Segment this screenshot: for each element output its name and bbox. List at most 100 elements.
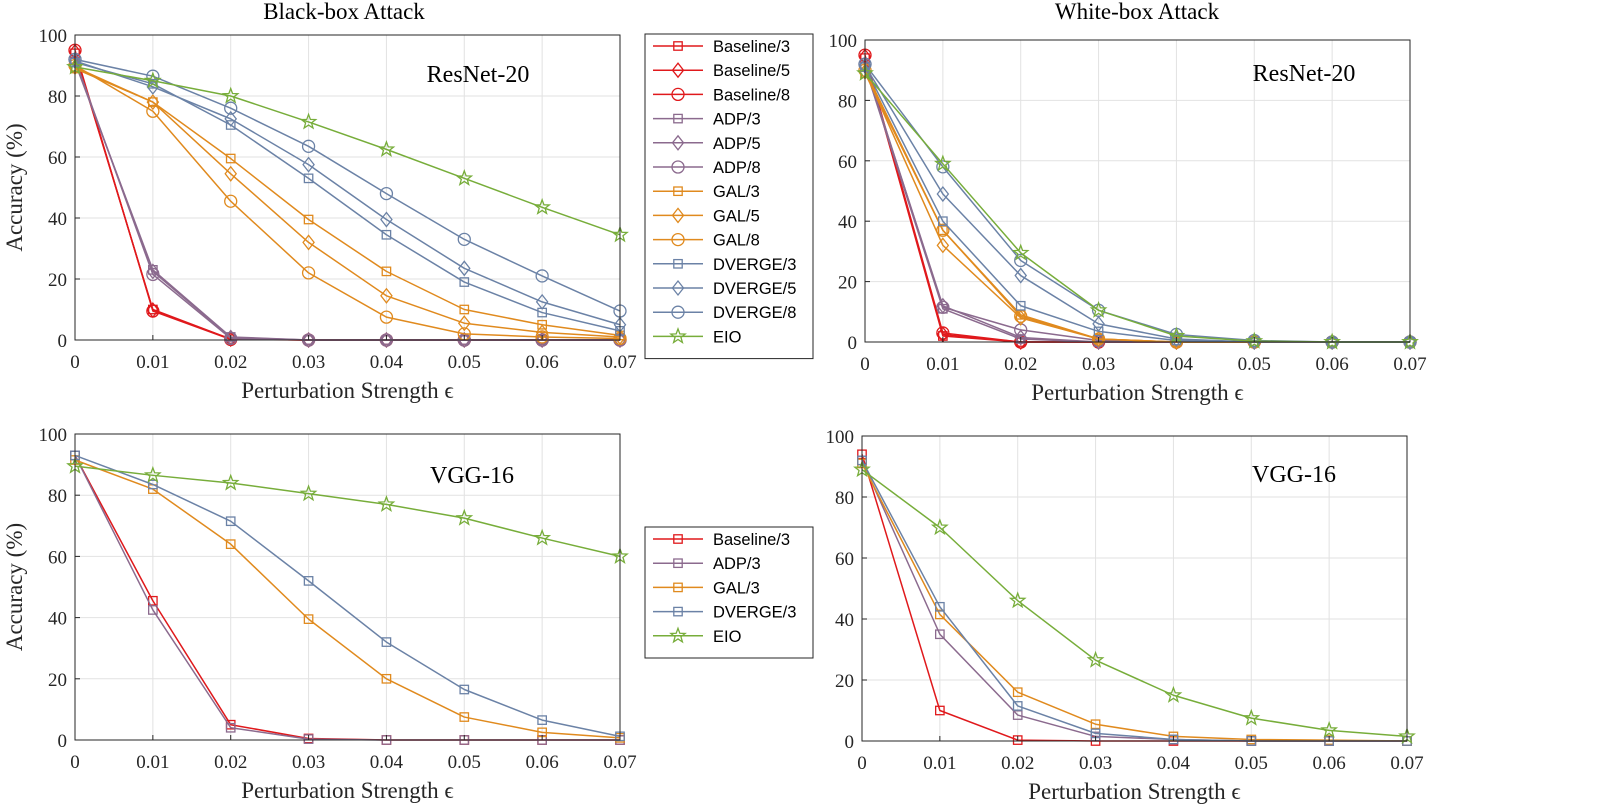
data-point <box>1011 243 1030 261</box>
data-point <box>302 234 315 251</box>
series-eio <box>853 460 1416 745</box>
data-point <box>377 139 396 157</box>
data-point <box>1012 710 1023 720</box>
y-tick-label: 20 <box>835 671 854 692</box>
plot-area <box>75 434 620 740</box>
data-point <box>1245 331 1264 349</box>
series-dverge-5 <box>68 52 627 333</box>
series-line <box>861 463 1408 742</box>
data-point <box>303 734 314 744</box>
data-point <box>380 287 393 304</box>
series-line <box>74 66 621 338</box>
data-point <box>1008 591 1027 609</box>
legend-top: Baseline/3 Baseline/5 Baseline/8 ADP/3 ADP/5… <box>644 33 814 360</box>
data-point <box>933 154 952 172</box>
series-line <box>74 66 621 236</box>
x-tick-label: 0.03 <box>292 752 325 773</box>
data-point <box>938 225 948 236</box>
legend-bottom: Baseline/3 ADP/3 GAL/3 DVERGE/3 EIO <box>644 526 814 659</box>
data-point <box>221 86 240 104</box>
data-point <box>1323 332 1342 350</box>
x-axis-label: Perturbation Strength ϵ <box>241 778 453 803</box>
data-point <box>459 277 470 287</box>
data-point <box>1086 650 1105 668</box>
y-tick-label: 80 <box>838 91 857 112</box>
y-tick-label: 80 <box>48 486 67 507</box>
series-line <box>74 465 621 558</box>
model-label: ResNet-20 <box>427 62 530 88</box>
legend-label: ADP/8 <box>713 159 761 177</box>
x-tick-label: 0.01 <box>136 352 169 373</box>
x-tick-label: 0.06 <box>526 352 559 373</box>
legend-entry: GAL/3 <box>653 183 760 201</box>
data-point <box>224 101 238 115</box>
data-point <box>148 605 158 615</box>
series-line <box>74 459 621 739</box>
x-tick-label: 0.07 <box>603 752 636 773</box>
model-label: VGG-16 <box>430 463 514 489</box>
y-tick-label: 40 <box>48 609 67 630</box>
series-dverge-8 <box>68 52 627 318</box>
data-point <box>380 331 393 349</box>
legend-marker <box>671 160 685 174</box>
data-point <box>1164 685 1183 703</box>
y-tick-label: 100 <box>39 425 68 446</box>
data-point <box>224 331 238 346</box>
data-point <box>935 601 945 612</box>
data-point <box>225 516 236 527</box>
legend-marker <box>673 582 683 593</box>
legend-marker <box>673 534 683 544</box>
x-tick-label: 0.01 <box>926 354 959 375</box>
data-point <box>1091 332 1106 346</box>
panel-title: Black-box Attack <box>263 0 425 24</box>
data-point <box>225 120 236 130</box>
x-tick-label: 0.01 <box>136 752 169 773</box>
data-point <box>221 473 240 491</box>
data-point <box>533 528 552 546</box>
x-tick-label: 0.05 <box>1235 753 1268 774</box>
legend-entry: Baseline/3 <box>653 531 790 549</box>
legend-marker <box>671 305 685 319</box>
data-point <box>225 539 236 550</box>
data-point <box>936 237 950 254</box>
x-tick-label: 0.04 <box>1157 753 1191 774</box>
x-tick-label: 0.07 <box>603 352 636 373</box>
data-point <box>1089 300 1108 318</box>
panel-bb_resnet: 0 0.01 0.02 0.03 0.04 0.05 0.06 0.07 0 20 40 60 80 10… <box>2 0 637 403</box>
x-axis-label: Perturbation Strength ϵ <box>1031 380 1243 405</box>
y-tick-label: 80 <box>835 488 854 509</box>
x-tick-label: 0.03 <box>1079 753 1112 774</box>
data-point <box>1014 267 1028 284</box>
data-point <box>301 266 316 280</box>
x-axis-label: Perturbation Strength ϵ <box>241 378 453 403</box>
data-point <box>301 139 316 153</box>
legend-marker <box>669 327 687 345</box>
axes-frame <box>864 39 1411 343</box>
y-tick-label: 40 <box>838 212 857 233</box>
series-line <box>74 454 621 738</box>
x-tick-label: 0.07 <box>1393 354 1426 375</box>
data-point <box>457 331 471 349</box>
data-point <box>1015 300 1026 311</box>
data-point <box>935 609 945 620</box>
plot-area <box>75 35 620 340</box>
legend-marker <box>669 626 687 644</box>
legend-label: ADP/3 <box>713 555 761 573</box>
legend-entry: GAL/5 <box>653 207 760 225</box>
data-point <box>299 484 318 502</box>
series-line <box>74 67 621 337</box>
legend-entry: Baseline/8 <box>653 86 790 104</box>
panel-wb_resnet: 0 0.01 0.02 0.03 0.04 0.05 0.06 0.07 0 20 40 60 80 10… <box>829 0 1427 405</box>
legend-label: Baseline/8 <box>713 86 790 104</box>
data-point <box>935 705 945 716</box>
data-point <box>224 194 238 208</box>
legend-label: EIO <box>713 328 742 346</box>
legend-entry: Baseline/3 <box>653 38 790 56</box>
data-point <box>1092 315 1105 332</box>
legend-label: ADP/3 <box>713 111 761 129</box>
legend-marker <box>673 558 683 569</box>
data-point <box>377 494 396 512</box>
data-point <box>146 69 160 83</box>
axes-frame <box>74 34 621 341</box>
y-tick-label: 0 <box>58 331 68 352</box>
